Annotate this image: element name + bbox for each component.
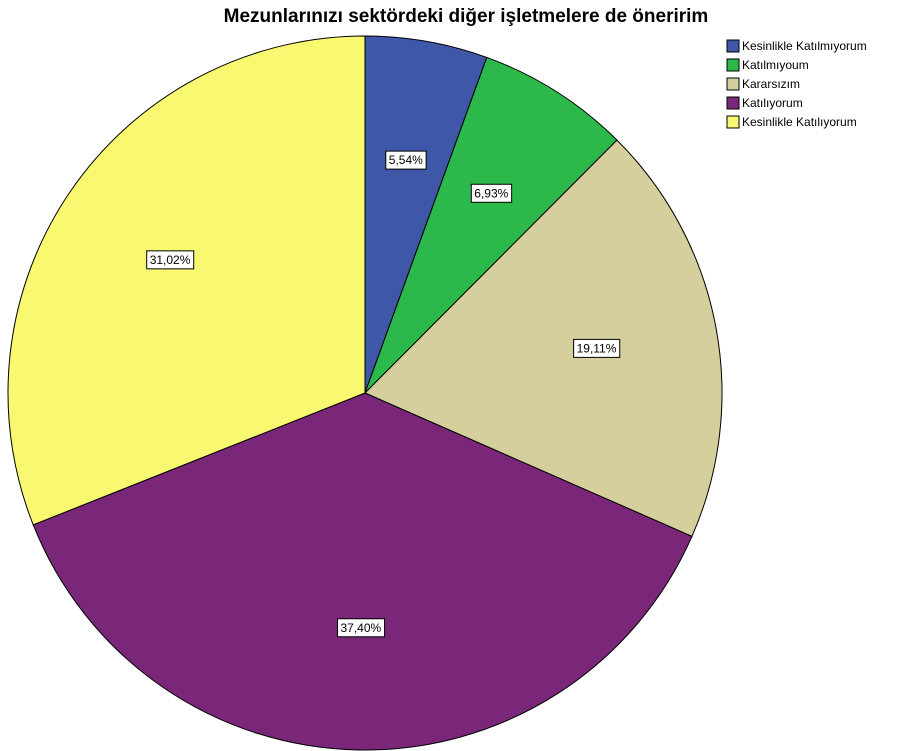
data-label-box bbox=[337, 618, 386, 638]
data-label: 19,11% bbox=[573, 338, 621, 358]
legend-swatch bbox=[726, 58, 740, 72]
data-label-text: 37,40% bbox=[341, 621, 382, 635]
legend-swatch bbox=[726, 77, 740, 91]
legend-label: Kesinlikle Katılıyorum bbox=[742, 115, 857, 129]
data-label-text: 19,11% bbox=[577, 341, 617, 355]
data-label-box bbox=[146, 250, 195, 270]
chart-title: Mezunlarınızı sektördeki diğer işletmele… bbox=[224, 6, 709, 27]
legend-label: Kesinlikle Katılmıyorum bbox=[742, 39, 867, 53]
data-label: 31,02% bbox=[146, 250, 195, 270]
data-label-box bbox=[385, 150, 427, 170]
pie-slice bbox=[364, 139, 723, 538]
data-label-box bbox=[470, 183, 513, 203]
data-label-text: 5,54% bbox=[389, 153, 423, 167]
data-label: 5,54% bbox=[385, 150, 427, 170]
legend-label: Katılıyorum bbox=[742, 96, 803, 110]
legend-label: Kararsızım bbox=[742, 77, 800, 91]
data-label-text: 6,93% bbox=[474, 186, 508, 200]
legend-swatch bbox=[726, 115, 740, 129]
pie-slice bbox=[7, 35, 366, 526]
data-label: 6,93% bbox=[470, 183, 513, 203]
pie-slice bbox=[32, 392, 693, 751]
legend-swatch bbox=[726, 39, 740, 53]
data-label: 37,40% bbox=[337, 618, 386, 638]
legend-label: Katılmıyoum bbox=[742, 58, 809, 72]
data-label-text: 31,02% bbox=[150, 253, 191, 267]
legend-swatch bbox=[726, 96, 740, 110]
data-label-box bbox=[573, 338, 621, 358]
pie-slice bbox=[364, 56, 618, 394]
